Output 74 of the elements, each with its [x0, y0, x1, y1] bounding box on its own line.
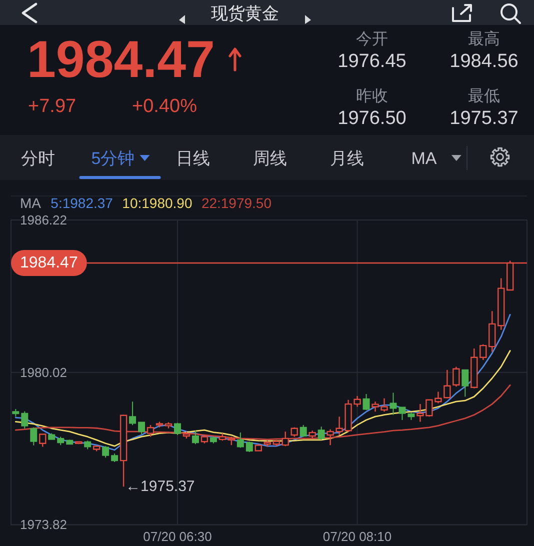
candlestick: [398, 406, 406, 421]
candlestick: [12, 408, 20, 418]
text: 月线: [330, 149, 364, 168]
legend: MA 5:1982.37 10:1980.90 22:1979.50: [20, 195, 272, 211]
candlestick: [66, 439, 74, 446]
text: MA: [411, 149, 438, 168]
candlestick: [290, 426, 298, 438]
text: 周线: [253, 149, 287, 168]
line-series: [14, 350, 511, 447]
annotation: ←1975.37: [126, 478, 195, 496]
candlestick: [129, 401, 136, 426]
candlestick: [200, 434, 208, 444]
candlestick: [57, 436, 64, 446]
candlestick: [452, 366, 460, 388]
candlestick: [498, 278, 505, 330]
candlestick: [48, 432, 56, 440]
text: 分时: [21, 149, 55, 168]
candlestick: [236, 432, 244, 448]
candlestick: [264, 440, 271, 448]
candlestick: [272, 439, 280, 447]
candlestick: [390, 392, 397, 416]
candlestick: [488, 310, 496, 352]
text: +0.40%: [132, 96, 198, 117]
candlestick: [246, 441, 253, 452]
text: 5分钟: [91, 149, 135, 168]
candlestick: [300, 424, 307, 438]
y-tick-label: 1980.02: [20, 364, 67, 380]
candlestick: [210, 436, 217, 444]
candlestick: [39, 433, 46, 448]
text: 1976.45: [338, 51, 406, 72]
candlestick: [111, 452, 118, 463]
candlestick: [138, 421, 146, 435]
candlestick: [318, 426, 325, 440]
candlestick: [21, 410, 28, 430]
candlestick: [164, 422, 172, 429]
candlestick: [462, 368, 469, 398]
text: 1984.47: [27, 31, 215, 89]
candlestick: [228, 436, 236, 446]
text: 昨收: [356, 88, 388, 105]
candlestick: [146, 424, 154, 438]
candlestick: [192, 430, 199, 445]
candlestick: [470, 348, 478, 389]
candlestick: [120, 414, 128, 488]
y-tick-label: 1973.82: [20, 517, 67, 532]
candlestick: [84, 440, 92, 450]
candlestick: [282, 430, 289, 447]
candlestick: [102, 446, 110, 458]
text: +7.97: [28, 96, 76, 117]
x-tick-label: 07/20 06:30: [143, 529, 212, 544]
candlestick: [182, 430, 190, 440]
candlestick: [308, 430, 316, 440]
text: 1984.56: [450, 51, 518, 72]
candlestick: [75, 440, 82, 445]
text: 日线: [176, 149, 210, 168]
candlestick: [174, 422, 181, 436]
text: 现货黄金: [211, 4, 279, 23]
text: 今开: [356, 31, 388, 48]
candlestick: [254, 444, 262, 452]
y-tick-label: 1986.22: [20, 212, 67, 228]
line-series: [14, 314, 511, 451]
candlestick: [156, 421, 164, 428]
text: 1975.37: [450, 108, 518, 129]
candlestick: [480, 344, 487, 361]
text: 最低: [468, 88, 500, 105]
text: 最高: [468, 30, 500, 48]
text: 1976.50: [338, 108, 406, 129]
candlestick: [30, 426, 38, 446]
candlestick: [362, 393, 370, 410]
candlestick: [92, 444, 100, 452]
candlestick: [218, 432, 226, 442]
ref-line-label: 1984.47: [20, 254, 78, 272]
line-series: [14, 384, 511, 440]
candlestick: [408, 412, 415, 421]
x-tick-label: 07/20 08:10: [322, 529, 392, 544]
